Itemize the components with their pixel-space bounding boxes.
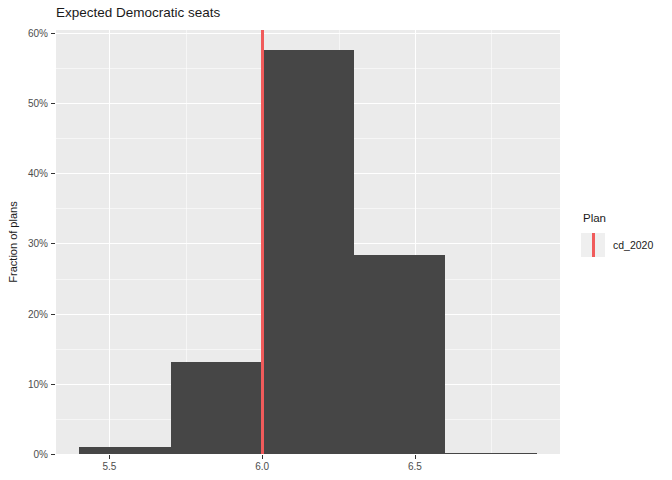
histogram-bar [354, 255, 446, 454]
x-axis-tick-label: 6.5 [408, 461, 422, 472]
legend-entry: cd_2020 [581, 233, 653, 257]
y-axis-tick-label: 10% [8, 378, 48, 389]
y-axis-tick-mark [51, 384, 55, 385]
y-axis-tick-mark [51, 314, 55, 315]
y-axis-tick-label: 0% [8, 449, 48, 460]
x-axis-tick-mark [262, 455, 263, 459]
histogram-bar [262, 50, 354, 454]
histogram-bar [79, 447, 171, 454]
y-axis-tick-label: 40% [8, 168, 48, 179]
chart-title: Expected Democratic seats [56, 5, 220, 20]
y-axis-tick-label: 30% [8, 238, 48, 249]
x-axis-tick-label: 5.5 [103, 461, 117, 472]
y-axis-tick-label: 50% [8, 98, 48, 109]
y-axis-tick-mark [51, 33, 55, 34]
y-axis-tick-label: 20% [8, 308, 48, 319]
legend-key [581, 233, 605, 257]
y-axis-tick-mark [51, 243, 55, 244]
x-axis-tick-label: 6.0 [255, 461, 269, 472]
reference-plan-vline [261, 30, 264, 454]
legend: Plan cd_2020 [581, 212, 653, 257]
histogram-bar [445, 453, 537, 454]
gridline-minor-x [491, 30, 492, 454]
y-axis-tick-mark [51, 103, 55, 104]
y-axis-tick-mark [51, 454, 55, 455]
x-axis-tick-mark [109, 455, 110, 459]
legend-key-vline-icon [592, 233, 595, 257]
y-axis-tick-label: 60% [8, 27, 48, 38]
x-axis-tick-mark [415, 455, 416, 459]
gridline-major-y [56, 33, 560, 34]
plot-panel [56, 30, 560, 454]
plot: Expected Democratic seats Fraction of pl… [0, 0, 672, 480]
gridline-major-x [109, 30, 110, 454]
legend-title: Plan [583, 212, 653, 224]
y-axis-tick-mark [51, 173, 55, 174]
legend-entry-label: cd_2020 [613, 239, 653, 251]
histogram-bar [171, 362, 263, 454]
